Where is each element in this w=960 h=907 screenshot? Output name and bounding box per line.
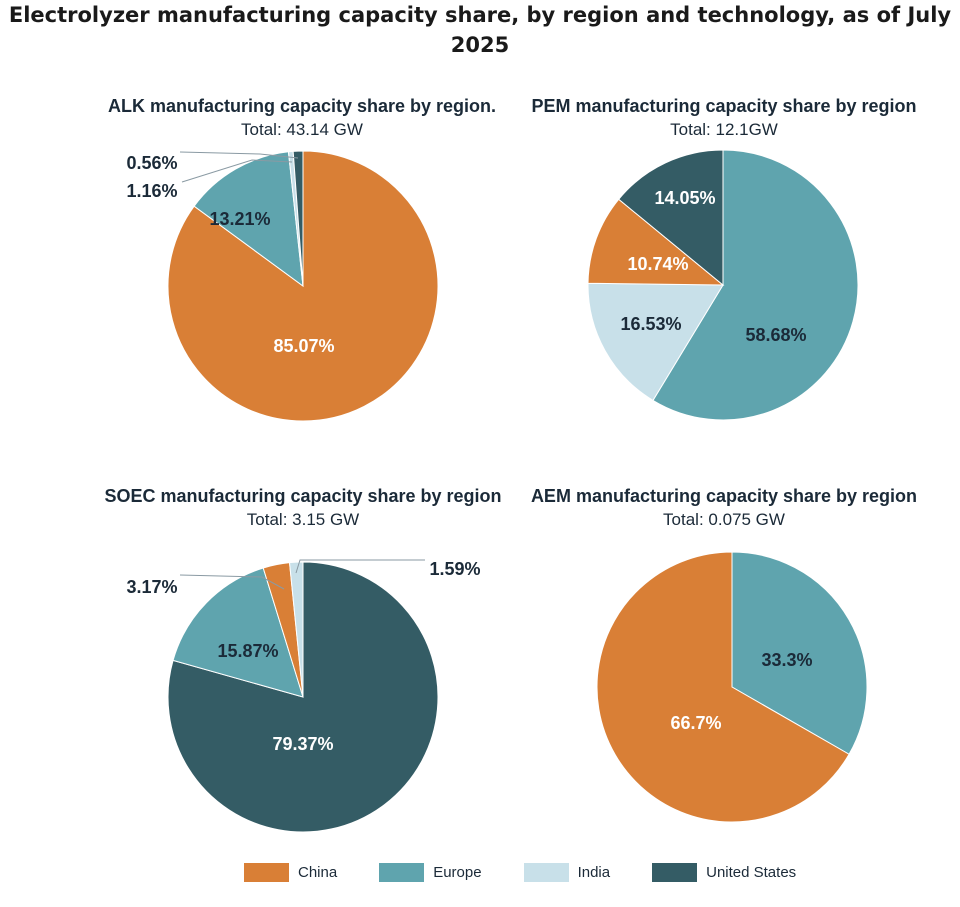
pct-label-soec-united-states: 79.37% <box>272 734 333 754</box>
pie-subtitle-aem: Total: 0.075 GW <box>663 510 785 529</box>
legend-item-united-states: United States <box>652 862 797 882</box>
leader-line-alk-3 <box>181 159 293 183</box>
legend-label-europe: Europe <box>433 863 482 881</box>
pct-label-pem-china: 10.74% <box>627 254 688 274</box>
pie-subtitle-pem: Total: 12.1GW <box>670 120 778 139</box>
pct-label-aem-china: 66.7% <box>670 713 721 733</box>
pie-title-aem: AEM manufacturing capacity share by regi… <box>531 486 917 506</box>
pie-slice-alk-china <box>167 150 439 422</box>
pct-label-alk-united-states: 1.16% <box>126 181 177 201</box>
pie-subtitle-soec: Total: 3.15 GW <box>247 510 359 529</box>
pct-label-soec-china: 3.17% <box>126 577 177 597</box>
pie-slice-pem-united-states <box>618 149 724 287</box>
pie-slice-pem-china <box>587 198 725 286</box>
pie-slice-pem-india <box>587 282 724 402</box>
pct-label-soec-india: 1.59% <box>429 559 480 579</box>
pct-label-alk-india: 0.56% <box>126 153 177 173</box>
pie-title-alk: ALK manufacturing capacity share by regi… <box>108 96 496 116</box>
pct-label-alk-china: 85.07% <box>273 336 334 356</box>
leader-line-alk-2 <box>179 151 299 159</box>
pie-slice-soec-india <box>288 561 304 698</box>
legend-label-india: India <box>577 863 611 881</box>
legend-swatch-china <box>244 862 289 882</box>
pie-slice-alk-europe <box>193 151 304 288</box>
legend-swatch-europe <box>379 862 425 882</box>
legend-item-india: India <box>523 862 611 882</box>
pie-slice-alk-united-states <box>292 150 304 287</box>
pie-slice-soec-europe <box>172 567 304 698</box>
pie-chart-alk: ALK manufacturing capacity share by regi… <box>108 96 496 422</box>
pct-label-soec-europe: 15.87% <box>217 641 278 661</box>
chart-legend: China Europe India United States <box>244 860 838 884</box>
pie-title-pem: PEM manufacturing capacity share by regi… <box>531 96 916 116</box>
legend-swatch-india <box>523 862 569 882</box>
legend-item-europe: Europe <box>379 862 482 882</box>
pct-label-alk-europe: 13.21% <box>209 209 270 229</box>
pie-slice-pem-europe <box>652 149 859 421</box>
pie-chart-soec: SOEC manufacturing capacity share by reg… <box>104 486 502 833</box>
pie-chart-pem: PEM manufacturing capacity share by regi… <box>531 96 917 421</box>
legend-label-china: China <box>298 863 338 881</box>
pie-title-soec: SOEC manufacturing capacity share by reg… <box>104 486 501 506</box>
pie-slice-aem-china <box>596 551 850 823</box>
pie-slice-aem-europe <box>731 551 868 755</box>
pct-label-aem-europe: 33.3% <box>761 650 812 670</box>
leader-line-soec-2 <box>179 574 285 590</box>
pct-label-pem-europe: 58.68% <box>745 325 806 345</box>
pie-subtitle-alk: Total: 43.14 GW <box>241 120 363 139</box>
legend-swatch-united-states <box>652 862 698 882</box>
pct-label-pem-india: 16.53% <box>620 314 681 334</box>
pct-label-pem-united-states: 14.05% <box>654 188 715 208</box>
legend-item-china: China <box>244 862 338 882</box>
leader-line-soec-3 <box>295 559 425 574</box>
legend-label-united-states: United States <box>706 863 797 881</box>
page-title: Electrolyzer manufacturing capacity shar… <box>8 3 952 57</box>
pie-chart-aem: AEM manufacturing capacity share by regi… <box>531 486 917 823</box>
